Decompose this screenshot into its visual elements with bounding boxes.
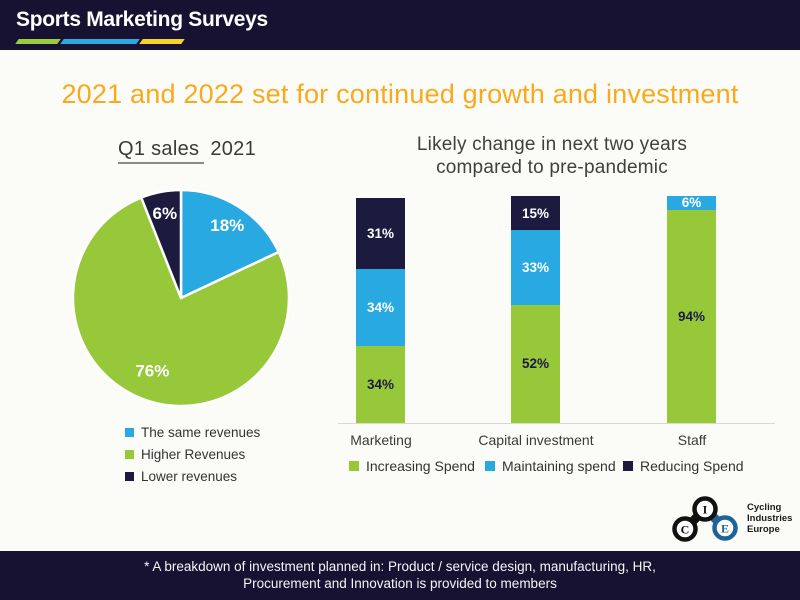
- pie-slice: [139, 188, 183, 300]
- category-labels: Marketing Capital investment Staff: [340, 432, 775, 452]
- bar-value-label: 31%: [366, 225, 395, 241]
- footer-bar: * A breakdown of investment planned in: …: [0, 551, 800, 600]
- pie-chart-title: Q1 sales 2021: [118, 138, 257, 164]
- legend-label: The same revenues: [141, 424, 261, 440]
- bar-chart-title: Likely change in next two years compared…: [336, 133, 768, 179]
- cie-letter-c: C: [681, 523, 690, 537]
- x-axis-line: [338, 423, 775, 424]
- legend-swatch: [485, 461, 495, 471]
- stripe-green-bar: [15, 39, 61, 44]
- legend-label: Reducing Spend: [640, 458, 744, 474]
- bar-segment: 94%: [667, 209, 716, 423]
- footnote-line-1: * A breakdown of investment planned in: …: [144, 559, 656, 574]
- legend-swatch: [349, 461, 359, 471]
- legend-label: Maintaining spend: [502, 458, 616, 474]
- bar-legend-item: Maintaining spend: [485, 458, 616, 474]
- footnote-line-2: Procurement and Innovation is provided t…: [243, 576, 557, 591]
- pie-slice-label: 76%: [135, 361, 169, 380]
- legend-label: Lower revenues: [141, 468, 238, 484]
- pie-title-year: 2021: [210, 138, 257, 160]
- cie-letter-e: E: [721, 522, 729, 536]
- stripe-blue-bar: [60, 39, 140, 44]
- pie-slice: [71, 196, 291, 408]
- stripe-yellow-bar: [139, 39, 185, 44]
- pie-legend-item: Lower revenues: [125, 465, 260, 487]
- bar-legend-item: Increasing Spend: [349, 458, 475, 474]
- bar-segment: 6%: [667, 195, 716, 211]
- pie-legend-item: Higher Revenues: [125, 443, 260, 465]
- pie-slice-label: 6%: [153, 204, 178, 223]
- legend-swatch: [125, 471, 134, 481]
- bar-value-label: 52%: [521, 356, 550, 372]
- cie-text-line-1: Cycling: [747, 502, 782, 513]
- logo-stripes: [15, 39, 185, 44]
- pie-legend-item: The same revenues: [125, 421, 260, 443]
- legend-swatch: [125, 427, 134, 437]
- pie-title-underlined: Q1 sales: [118, 138, 205, 164]
- category-label: Marketing: [350, 432, 412, 448]
- cie-letter-i: I: [703, 503, 708, 517]
- cie-text-line-2: Industries: [747, 513, 793, 524]
- pie-legend: The same revenues Higher Revenues Lower re…: [125, 421, 260, 487]
- cie-logo-text: Cycling Industries Europe: [747, 502, 792, 535]
- bar-segment: 52%: [511, 304, 560, 423]
- stacked-bar-chart: 31% 34% 34% 15% 33% 52% 6% 94%: [340, 195, 775, 423]
- sms-logo-text: Sports Marketing Surveys: [16, 8, 268, 31]
- bar-title-line-1: Likely change in next two years: [416, 134, 688, 155]
- bar-value-label: 6%: [681, 195, 702, 211]
- bar-segment: 31%: [356, 198, 405, 269]
- bar-value-label: 94%: [677, 308, 706, 324]
- bar-legend-item: Reducing Spend: [623, 458, 744, 474]
- cie-text-line-3: Europe: [747, 524, 780, 535]
- legend-label: Increasing Spend: [366, 458, 475, 474]
- bar-column: 6% 94%: [667, 195, 716, 423]
- bar-value-label: 34%: [366, 376, 395, 392]
- pie-slice-label: 18%: [210, 216, 244, 235]
- bar-segment: 34%: [356, 345, 405, 423]
- category-label: Staff: [677, 432, 707, 448]
- cie-logo-graphic: C I E: [672, 496, 738, 542]
- legend-swatch: [623, 461, 633, 471]
- bar-value-label: 15%: [521, 205, 550, 221]
- legend-swatch: [125, 449, 134, 459]
- bar-segment: 15%: [511, 196, 560, 231]
- bar-segment: 33%: [511, 230, 560, 305]
- bar-value-label: 33%: [521, 260, 550, 276]
- pie-chart: 18% 76% 6%: [71, 188, 291, 408]
- page-title: 2021 and 2022 set for continued growth a…: [61, 79, 739, 109]
- bar-title-line-2: compared to pre-pandemic: [436, 157, 668, 178]
- cie-logo: C I E Cycling Industries Europe: [668, 496, 796, 548]
- bar-segment: 34%: [356, 268, 405, 346]
- bar-column: 31% 34% 34%: [356, 198, 405, 423]
- header-bar: Sports Marketing Surveys: [0, 0, 800, 50]
- bar-column: 15% 33% 52%: [511, 196, 560, 423]
- legend-label: Higher Revenues: [141, 446, 246, 462]
- category-label: Capital investment: [478, 432, 594, 448]
- pie-slice: [179, 188, 280, 300]
- bar-legend: Increasing Spend Maintaining spend Reducin…: [340, 458, 775, 478]
- bar-value-label: 34%: [366, 299, 395, 315]
